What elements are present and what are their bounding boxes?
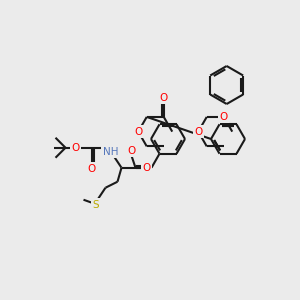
Text: O: O — [160, 93, 168, 103]
Text: S: S — [92, 200, 99, 210]
Text: O: O — [71, 143, 80, 153]
Text: O: O — [134, 127, 142, 136]
Text: NH: NH — [103, 147, 118, 157]
Text: O: O — [142, 163, 151, 173]
Text: O: O — [220, 112, 228, 122]
Text: O: O — [128, 146, 136, 156]
Text: O: O — [87, 164, 96, 174]
Text: O: O — [194, 127, 202, 136]
